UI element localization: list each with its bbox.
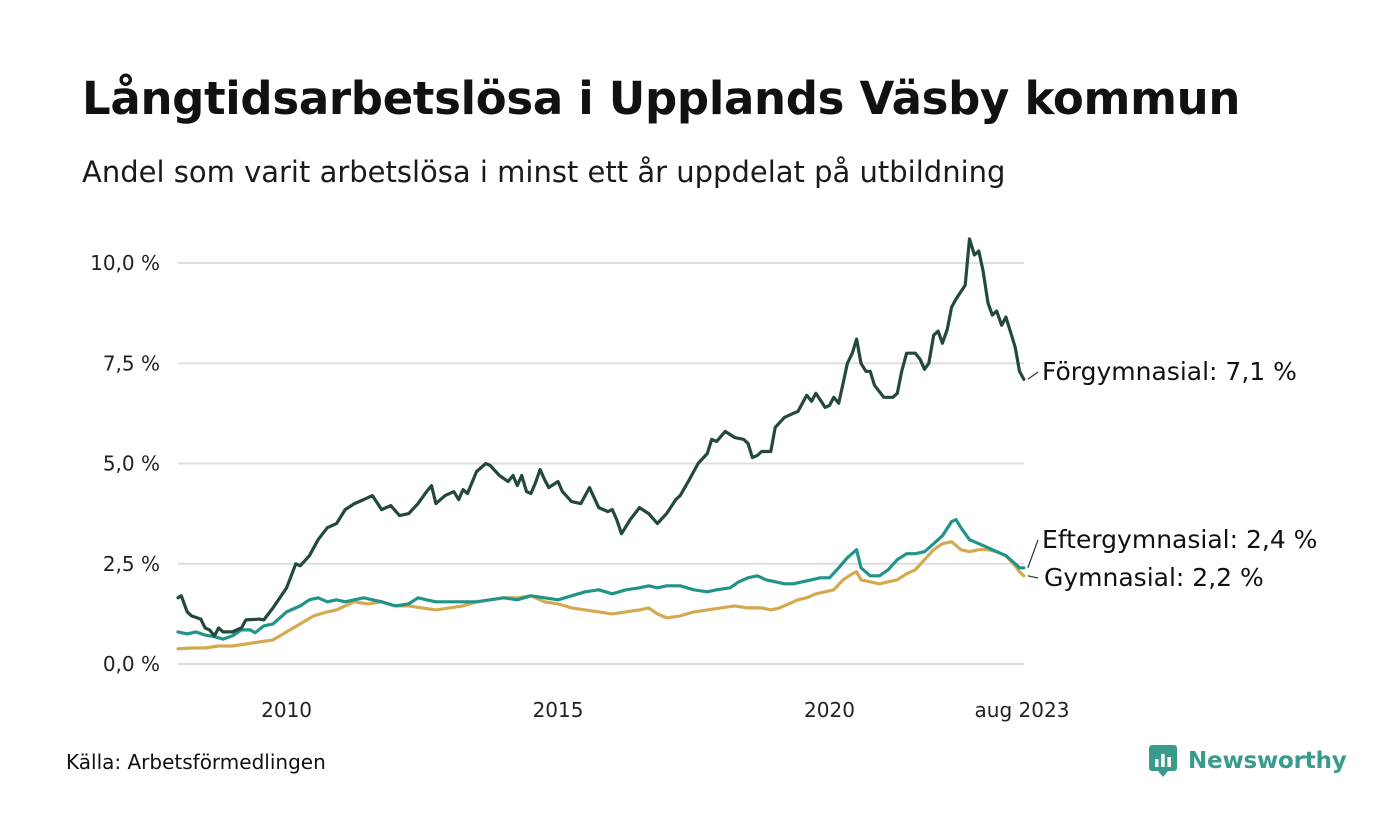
y-tick-label: 5,0 % xyxy=(103,452,160,476)
end-label-leader xyxy=(1027,575,1039,579)
newsworthy-logo-icon xyxy=(1149,745,1177,777)
brand-name: Newsworthy xyxy=(1188,748,1347,774)
brand-logo[interactable]: Newsworthy xyxy=(1148,744,1347,778)
x-tick-label: 2010 xyxy=(261,698,312,722)
x-tick-label: 2020 xyxy=(804,698,855,722)
series-line-förgymnasial xyxy=(176,237,1026,638)
y-tick-label: 2,5 % xyxy=(103,552,160,576)
end-label-gymnasial: Gymnasial: 2,2 % xyxy=(1044,563,1264,592)
end-label-eftergymnasial: Eftergymnasial: 2,4 % xyxy=(1042,525,1317,554)
y-axis-ticks: 0,0 % 2,5 % 5,0 % 7,5 % 10,0 % xyxy=(90,251,160,676)
series-line-eftergymnasial xyxy=(176,518,1026,641)
x-axis-ticks: 2010 2015 2020 aug 2023 xyxy=(261,698,1069,722)
end-label-leader xyxy=(1027,371,1039,380)
series-lines xyxy=(176,237,1026,651)
chart-title: Långtidsarbetslösa i Upplands Väsby komm… xyxy=(82,72,1241,125)
chart-subtitle: Andel som varit arbetslösa i minst ett å… xyxy=(82,155,1006,189)
gridlines xyxy=(178,262,1024,665)
y-tick-label: 10,0 % xyxy=(90,251,160,275)
series-line-gymnasial xyxy=(176,540,1026,651)
x-tick-label: aug 2023 xyxy=(975,698,1070,722)
y-tick-label: 0,0 % xyxy=(103,652,160,676)
end-label-leader xyxy=(1027,539,1039,568)
end-label-förgymnasial: Förgymnasial: 7,1 % xyxy=(1042,357,1297,386)
end-labels: Förgymnasial: 7,1 % Eftergymnasial: 2,4 %… xyxy=(1027,357,1317,592)
source-note: Källa: Arbetsförmedlingen xyxy=(66,750,326,774)
x-tick-label: 2015 xyxy=(533,698,584,722)
y-tick-label: 7,5 % xyxy=(103,351,160,375)
